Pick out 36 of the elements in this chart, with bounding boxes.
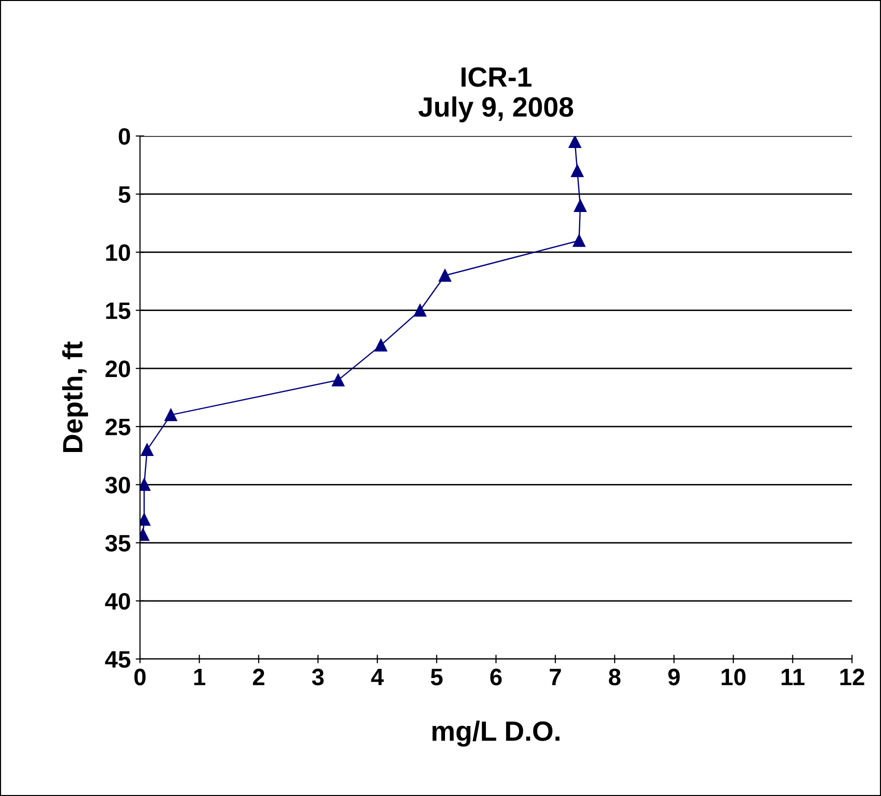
point <box>374 338 388 352</box>
x-tick-label: 8 <box>608 668 621 686</box>
y-tick-label: 25 <box>106 418 130 436</box>
x-tick-label: 9 <box>668 668 680 686</box>
point <box>572 234 586 247</box>
y-tick-label: 5 <box>118 186 130 203</box>
x-tick-label: 12 <box>840 668 864 686</box>
y-tick-label: 45 <box>105 651 130 668</box>
y-tick-label: 20 <box>106 360 130 378</box>
point <box>332 374 344 386</box>
y-tick-label: 0 <box>118 128 130 145</box>
x-tick-label: 2 <box>252 668 264 686</box>
point <box>414 304 426 317</box>
x-tick-label: 10 <box>722 668 746 686</box>
point <box>571 164 584 178</box>
y-tick-label: 40 <box>105 592 130 610</box>
x-tick-label: 4 <box>371 668 384 686</box>
y-tick-label: 10 <box>106 244 130 262</box>
x-axis-title: mg/L D.O. <box>432 720 560 747</box>
x-tick-label: 3 <box>312 668 324 686</box>
point <box>140 444 154 456</box>
chart-title: ICR-1 July 9, 2008 <box>418 67 574 122</box>
point <box>438 269 452 282</box>
y-tick-label: 15 <box>106 302 130 320</box>
y-tick-label: 30 <box>105 476 130 494</box>
y-tick-label: 35 <box>105 534 130 552</box>
x-tick-label: 5 <box>430 668 443 686</box>
y-axis-title: Depth, ft <box>62 342 88 452</box>
point <box>568 136 582 148</box>
x-tick-label: 0 <box>134 668 146 686</box>
point <box>164 408 178 422</box>
point <box>574 199 587 212</box>
x-tick-label: 11 <box>782 668 804 686</box>
x-tick-label: 6 <box>490 668 502 686</box>
x-tick-label: 7 <box>550 668 561 686</box>
x-tick-label: 1 <box>194 668 206 686</box>
